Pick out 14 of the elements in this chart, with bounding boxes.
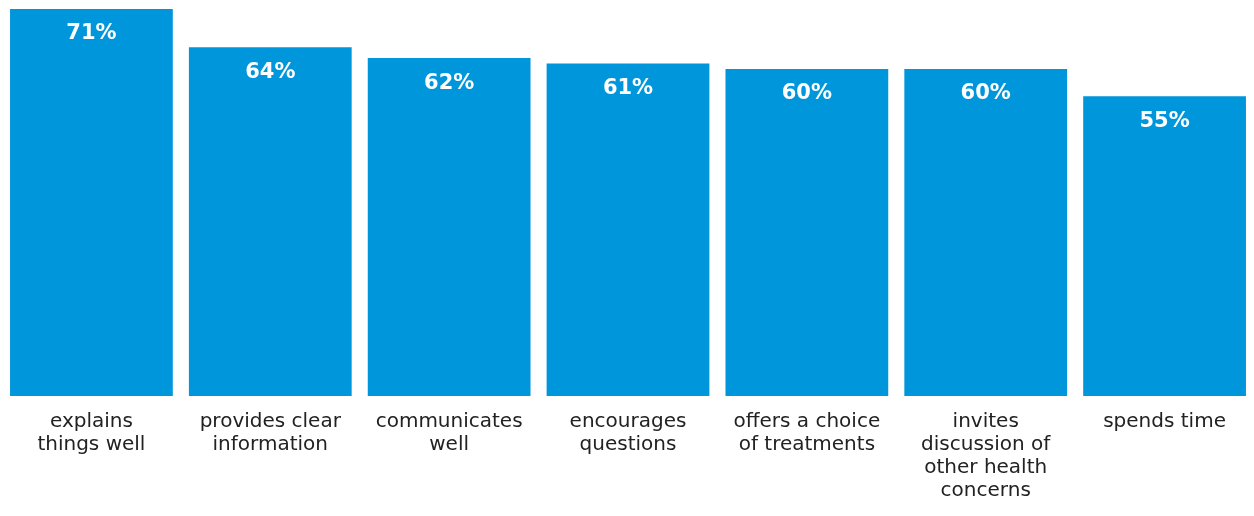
data-label: 62% (424, 69, 475, 94)
x-tick-label: invites discussion of other health concerns (921, 407, 1052, 501)
data-label: 61% (602, 74, 654, 99)
x-tick-label: encourages questions (569, 407, 687, 455)
x-tick-label: spends time (1103, 407, 1226, 432)
data-label: 71% (66, 20, 117, 45)
data-label: 64% (245, 58, 296, 83)
x-tick-label: explains things well (37, 407, 146, 455)
x-tick-label: offers a choice of treatments (733, 407, 881, 455)
x-tick-label: communicates well (375, 407, 523, 455)
x-tick-label: provides clear information (199, 407, 342, 455)
data-label: 55% (1139, 107, 1190, 132)
data-label: 60% (781, 80, 832, 105)
data-label: 60% (960, 80, 1011, 105)
